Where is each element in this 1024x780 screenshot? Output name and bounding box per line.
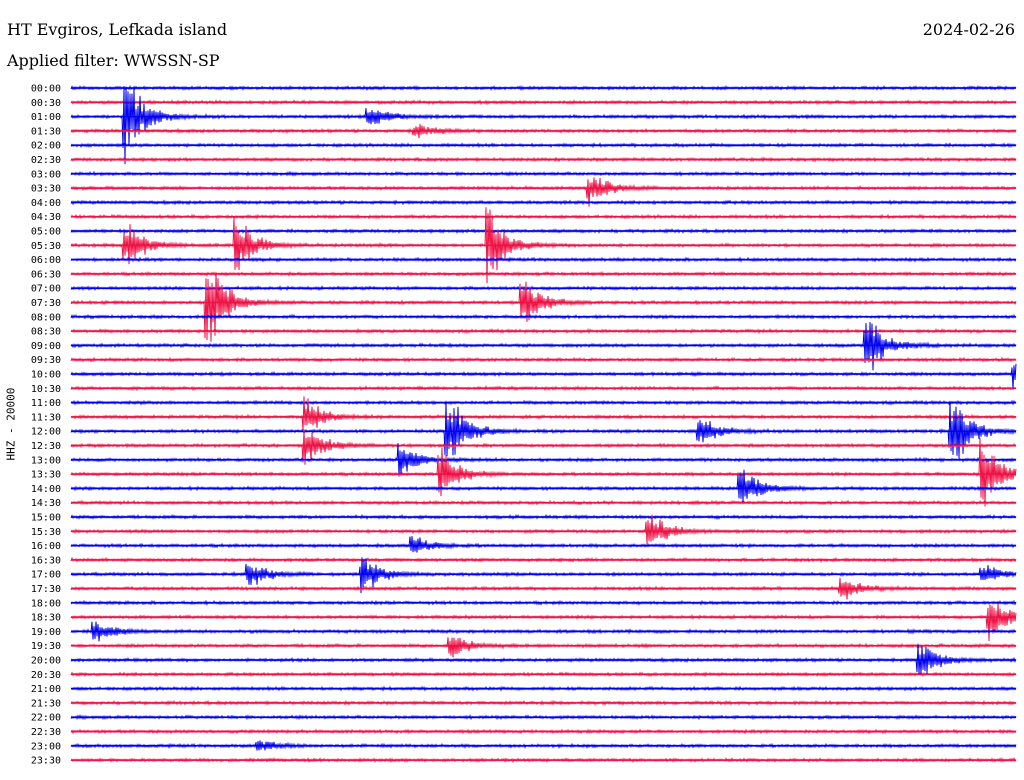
row-time-label: 08:30 [31, 327, 61, 338]
station-title: HT Evgiros, Lefkada island [7, 20, 228, 39]
row-time-label: 16:30 [31, 555, 61, 566]
row-time-label: 21:30 [31, 698, 61, 709]
row-time-label: 19:00 [31, 627, 61, 638]
row-time-label: 14:00 [31, 484, 61, 495]
row-time-label: 04:00 [31, 198, 61, 209]
seismic-trace-0100 [70, 85, 1017, 165]
row-time-label: 13:00 [31, 455, 61, 466]
row-time-label: 11:00 [31, 398, 61, 409]
seismic-trace-1330 [70, 438, 1017, 507]
row-time-label: 22:30 [31, 727, 61, 738]
row-time-label: 11:30 [31, 412, 61, 423]
seismic-trace-1200 [70, 400, 1017, 459]
row-time-label: 17:30 [31, 584, 61, 595]
row-time-label: 02:30 [31, 155, 61, 166]
seismic-trace-1530 [70, 514, 1017, 544]
row-time-label: 14:30 [31, 498, 61, 509]
row-time-label: 20:00 [31, 656, 61, 667]
row-time-label: 03:30 [31, 184, 61, 195]
row-time-label: 07:30 [31, 298, 61, 309]
row-time-label: 09:00 [31, 341, 61, 352]
row-time-label: 21:00 [31, 684, 61, 695]
row-time-label: 00:30 [31, 98, 61, 109]
row-time-label: 15:00 [31, 513, 61, 524]
row-time-label: 22:00 [31, 713, 61, 724]
row-time-label: 04:30 [31, 212, 61, 223]
row-time-label: 18:00 [31, 598, 61, 609]
row-time-label: 16:00 [31, 541, 61, 552]
seismic-trace-1600 [70, 536, 1017, 553]
seismic-trace-1000 [70, 363, 1017, 389]
row-time-label: 06:30 [31, 269, 61, 280]
filter-label: Applied filter: WWSSN-SP [7, 51, 220, 70]
row-time-label: 05:30 [31, 241, 61, 252]
seismic-trace-1930 [70, 637, 1017, 658]
row-time-label: 20:30 [31, 670, 61, 681]
date-label: 2024-02-26 [922, 20, 1015, 39]
row-time-label: 12:30 [31, 441, 61, 452]
row-time-label: 15:30 [31, 527, 61, 538]
row-time-label: 10:30 [31, 384, 61, 395]
row-time-label: 02:00 [31, 141, 61, 152]
row-time-label: 19:30 [31, 641, 61, 652]
row-time-label: 05:00 [31, 227, 61, 238]
row-time-label: 13:30 [31, 470, 61, 481]
row-time-label: 01:30 [31, 126, 61, 137]
row-time-label: 23:00 [31, 741, 61, 752]
row-time-label: 10:00 [31, 370, 61, 381]
seismic-trace-2000 [70, 643, 1017, 674]
row-time-label: 12:00 [31, 427, 61, 438]
row-time-label: 08:00 [31, 312, 61, 323]
row-time-label: 09:30 [31, 355, 61, 366]
seismic-trace-1830 [70, 603, 1017, 642]
row-time-label: 01:00 [31, 112, 61, 123]
row-time-label: 18:30 [31, 613, 61, 624]
row-time-label: 00:00 [31, 84, 61, 95]
row-time-label: 17:00 [31, 570, 61, 581]
row-time-label: 06:00 [31, 255, 61, 266]
row-time-label: 03:00 [31, 169, 61, 180]
row-time-label: 23:30 [31, 756, 61, 767]
row-time-label: 07:00 [31, 284, 61, 295]
